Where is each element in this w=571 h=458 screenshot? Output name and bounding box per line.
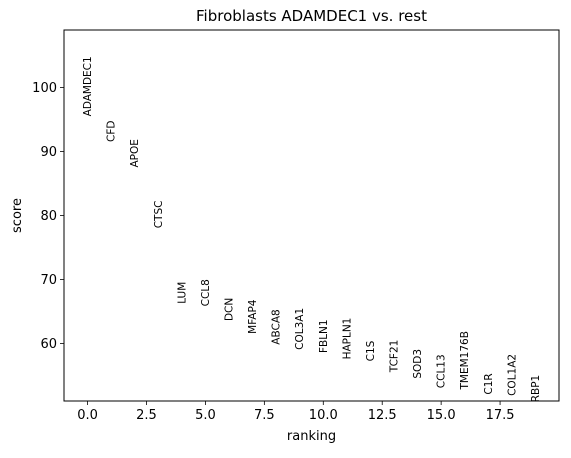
x-tick-label: 12.5 [368,408,397,423]
gene-point-label: COL1A2 [506,354,518,396]
gene-point-label: HAPLN1 [341,318,353,360]
gene-point-label: LUM [176,282,188,304]
gene-labels-layer: ADAMDEC1 CFD APOE CTSC LUM CCL8 DCN MFAP4 ABCA8 C… [82,56,542,403]
gene-point-label: RBP1 [530,375,542,403]
y-tick-label: 90 [40,145,57,160]
y-tick-label: 100 [32,81,57,96]
x-axis-ticks: 0.0 2.5 5.0 7.5 10.0 12.5 15.0 17.5 [77,401,515,423]
gene-point-label: DCN [224,298,236,321]
gene-point-label: APOE [129,139,141,167]
x-tick-label: 10.0 [309,408,338,423]
x-tick-label: 0.0 [77,408,98,423]
x-tick-label: 2.5 [136,408,157,423]
x-tick-label: 17.5 [486,408,515,423]
gene-point-label: C1S [365,340,377,361]
y-axis-ticks: 60 70 80 90 100 [32,81,64,352]
chart-title: Fibroblasts ADAMDEC1 vs. rest [196,7,427,25]
gene-point-label: COL3A1 [294,308,306,350]
gene-point-label: TCF21 [389,340,401,374]
gene-point-label: C1R [483,373,495,394]
gene-point-label: CCL13 [436,354,448,388]
gene-point-label: FBLN1 [318,319,330,353]
gene-point-label: TMEM176B [459,331,471,390]
gene-point-label: CFD [106,120,118,141]
x-tick-label: 5.0 [195,408,216,423]
gene-point-label: CCL8 [200,279,212,306]
y-tick-label: 60 [40,337,57,352]
gene-point-label: SOD3 [412,349,424,379]
gene-point-label: MFAP4 [247,299,259,334]
gene-point-label: CTSC [153,201,165,229]
y-tick-label: 70 [40,273,57,288]
x-axis-title: ranking [287,429,336,444]
y-tick-label: 80 [40,209,57,224]
x-tick-label: 7.5 [254,408,275,423]
y-axis-title: score [10,198,25,233]
x-tick-label: 15.0 [427,408,456,423]
gene-point-label: ADAMDEC1 [82,56,94,116]
gene-point-label: ABCA8 [271,309,283,344]
